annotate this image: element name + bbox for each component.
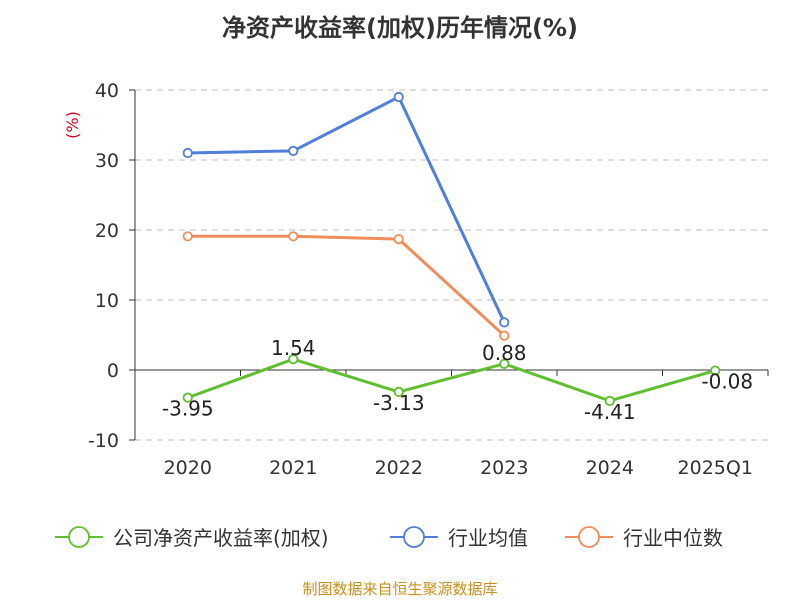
series-line-company	[187, 357, 716, 403]
data-label: 1.54	[271, 336, 316, 360]
y-tick-label: 10	[95, 290, 119, 312]
x-tick-label: 2021	[269, 457, 317, 479]
chart-title: 净资产收益率(加权)历年情况(%)	[222, 14, 578, 42]
legend-marker-company	[68, 526, 90, 548]
data-point-industry_avg	[499, 317, 510, 328]
data-label: -4.41	[584, 400, 636, 424]
source-note: 制图数据来自恒生聚源数据库	[302, 580, 498, 598]
data-point-industry_median	[288, 231, 299, 242]
data-label: -3.13	[373, 391, 425, 415]
data-point-company	[288, 354, 299, 365]
data-point-company	[710, 365, 721, 376]
data-label: 0.88	[482, 341, 527, 365]
legend-marker-industry_avg	[403, 526, 425, 548]
data-point-industry_median	[182, 231, 193, 242]
x-tick-label: 2024	[586, 457, 634, 479]
legend-label-industry_median: 行业中位数	[623, 526, 723, 550]
x-tick-label: 2025Q1	[678, 457, 753, 479]
y-tick-label: 30	[95, 150, 119, 172]
series-line-industry_median	[187, 234, 506, 337]
data-point-company	[604, 395, 615, 406]
data-point-industry_median	[393, 234, 404, 245]
data-point-company	[182, 392, 193, 403]
y-tick-label: 40	[95, 80, 119, 102]
series-line-industry_avg	[187, 95, 506, 324]
x-tick-label: 2022	[375, 457, 423, 479]
x-tick-label: 2020	[164, 457, 212, 479]
x-tick-label: 2023	[480, 457, 528, 479]
data-label: -3.95	[162, 397, 214, 421]
legend-label-industry_avg: 行业均值	[448, 526, 528, 550]
y-tick-label: -10	[88, 430, 119, 452]
y-tick-label: 20	[95, 220, 119, 242]
legend-marker-industry_median	[578, 526, 600, 548]
data-point-company	[393, 386, 404, 398]
data-label: -0.08	[701, 370, 753, 394]
data-point-industry_avg	[393, 91, 404, 103]
data-point-industry_median	[499, 330, 510, 341]
legend-label-company: 公司净资产收益率(加权)	[113, 526, 329, 550]
data-point-company	[499, 358, 510, 369]
y-axis-unit-label: (%)	[63, 111, 82, 139]
y-tick-label: 0	[107, 360, 119, 382]
data-point-industry_avg	[288, 145, 299, 156]
data-point-industry_avg	[182, 147, 193, 159]
